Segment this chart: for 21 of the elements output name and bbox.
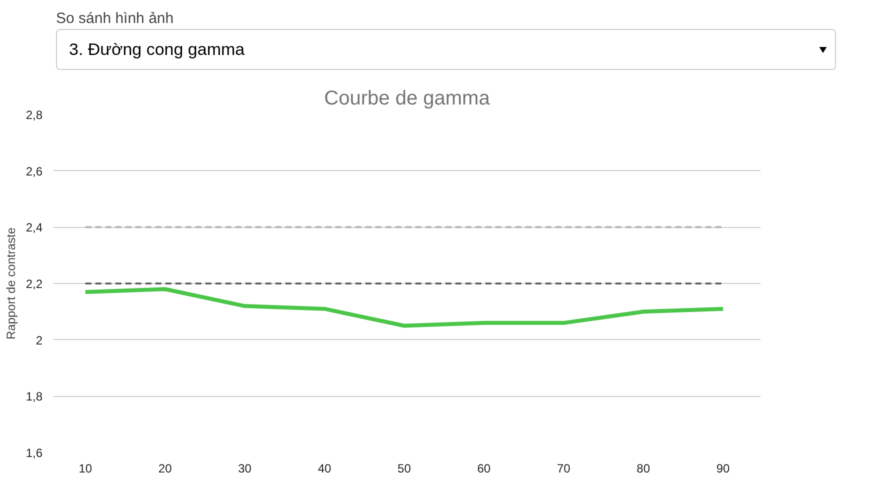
y-axis-title: Rapport de contraste bbox=[4, 227, 18, 340]
text: So sánh hình ảnh bbox=[56, 9, 174, 29]
x-tick-label: 20 bbox=[158, 462, 172, 476]
y-tick-label: 2,8 bbox=[26, 108, 43, 122]
y-tick-label: 2 bbox=[36, 333, 43, 348]
x-tick-label: 30 bbox=[238, 462, 252, 476]
line-series bbox=[83, 287, 726, 328]
x-tick-label: 80 bbox=[636, 462, 650, 476]
chart-title: Courbe de gamma bbox=[324, 88, 491, 110]
x-tick-label: 50 bbox=[398, 462, 412, 476]
y-tick-label: 1,8 bbox=[26, 390, 43, 404]
y-tick-label: 1,6 bbox=[26, 446, 43, 460]
x-tick-label: 60 bbox=[477, 462, 491, 476]
x-tick-label: 10 bbox=[78, 462, 92, 476]
y-tick-label: 2,6 bbox=[26, 164, 43, 178]
x-tick-label: 40 bbox=[318, 462, 332, 476]
x-tick-label: 70 bbox=[556, 462, 571, 476]
text: 3. Đường cong gamma bbox=[56, 29, 836, 70]
y-tick-label: 2,2 bbox=[26, 277, 43, 291]
x-tick-label: 90 bbox=[716, 462, 730, 476]
y-tick-label: 2,4 bbox=[26, 220, 43, 235]
